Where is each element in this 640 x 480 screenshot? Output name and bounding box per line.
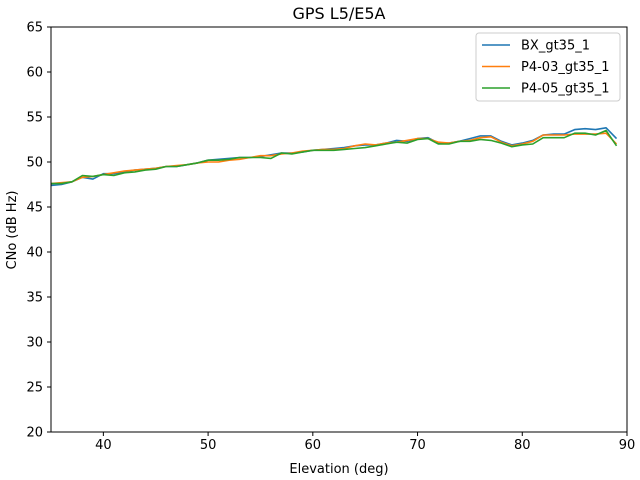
legend: BX_gt35_1 P4-03_gt35_1 P4-05_gt35_1 — [475, 32, 621, 102]
y-tick-label: 30 — [26, 336, 43, 351]
chart-title: GPS L5/E5A — [292, 4, 385, 23]
x-tick-label: 60 — [305, 438, 322, 453]
y-axis: 20 25 30 35 40 45 50 55 60 65 — [26, 21, 51, 441]
y-tick-label: 65 — [26, 21, 43, 36]
y-tick-label: 50 — [26, 156, 43, 171]
y-tick-label: 55 — [26, 111, 43, 126]
x-tick-label: 80 — [514, 438, 531, 453]
legend-label-p4-03-gt35-1: P4-03_gt35_1 — [521, 60, 610, 75]
series-line-bx-gt35-1 — [51, 127, 618, 187]
x-tick-label: 90 — [619, 438, 636, 453]
y-tick-label: 20 — [26, 426, 43, 441]
x-tick-label: 50 — [200, 438, 217, 453]
series-line-p4-03-gt35-1 — [51, 132, 618, 185]
x-tick-label: 70 — [409, 438, 426, 453]
y-tick-label: 60 — [26, 66, 43, 81]
series-line-p4-05-gt35-1 — [51, 129, 618, 185]
legend-box — [475, 32, 621, 102]
y-tick-label: 35 — [26, 291, 43, 306]
x-tick-label: 40 — [95, 438, 112, 453]
x-axis: 40 50 60 70 80 90 — [95, 432, 635, 453]
y-tick-label: 45 — [26, 201, 43, 216]
y-axis-label: CNo (dB Hz) — [5, 191, 20, 270]
x-axis-label: Elevation (deg) — [289, 462, 388, 477]
legend-label-bx-gt35-1: BX_gt35_1 — [521, 39, 590, 54]
legend-label-p4-05-gt35-1: P4-05_gt35_1 — [521, 82, 610, 97]
y-tick-label: 25 — [26, 381, 43, 396]
y-tick-label: 40 — [26, 246, 43, 261]
plot-series-area — [51, 127, 618, 187]
plot-frame — [50, 26, 628, 433]
